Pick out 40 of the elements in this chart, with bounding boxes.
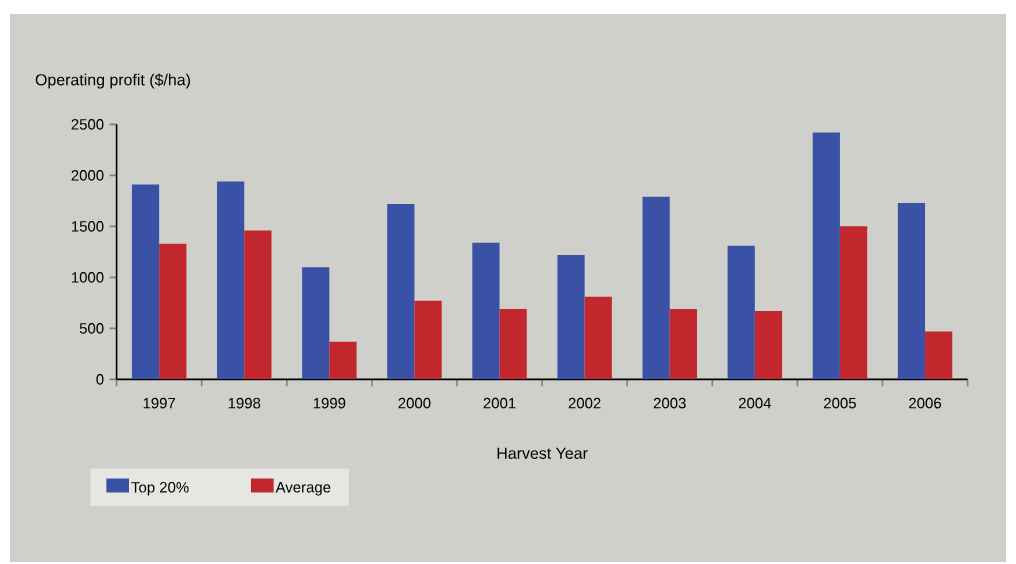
bar	[754, 311, 783, 380]
x-tick-label: 1999	[313, 397, 346, 409]
y-tick-label: 1000	[72, 272, 104, 283]
x-axis-title: Harvest Year	[497, 447, 588, 459]
bar	[131, 184, 160, 380]
bar	[557, 254, 585, 380]
bar	[244, 230, 272, 380]
x-tick-label: 2004	[738, 397, 772, 409]
bar	[217, 181, 245, 380]
bar	[812, 132, 840, 380]
x-tick-label: 2000	[398, 397, 431, 409]
bar	[302, 267, 330, 380]
y-axis-title: Operating profit ($/ha)	[35, 73, 190, 89]
x-tick-label: 2003	[653, 397, 686, 409]
y-tick-label: 2000	[71, 170, 104, 181]
bar	[159, 243, 187, 380]
x-tick-label: 1998	[228, 397, 261, 409]
bar	[414, 300, 442, 380]
y-tick-label: 500	[79, 323, 104, 334]
bar	[727, 245, 755, 380]
bar	[642, 196, 670, 380]
x-tick-label: 2006	[909, 397, 941, 409]
x-tick-label: 2002	[568, 397, 601, 409]
y-tick-label: 2500	[71, 119, 104, 130]
x-tick-label: 2001	[483, 397, 516, 409]
bar	[925, 331, 953, 380]
legend-label: Top 20%	[131, 482, 189, 496]
bar	[669, 308, 697, 380]
bar	[472, 242, 500, 380]
bar	[897, 202, 926, 380]
bar	[387, 203, 415, 380]
x-tick-label: 1997	[143, 397, 176, 409]
bar	[329, 341, 357, 380]
bar	[499, 308, 527, 380]
bar	[839, 226, 868, 380]
x-tick-label: 2005	[824, 397, 856, 409]
bar	[584, 296, 612, 380]
legend-label: Average	[275, 482, 331, 496]
y-tick-label: 1500	[72, 221, 104, 232]
y-tick-label: 0	[96, 374, 104, 385]
